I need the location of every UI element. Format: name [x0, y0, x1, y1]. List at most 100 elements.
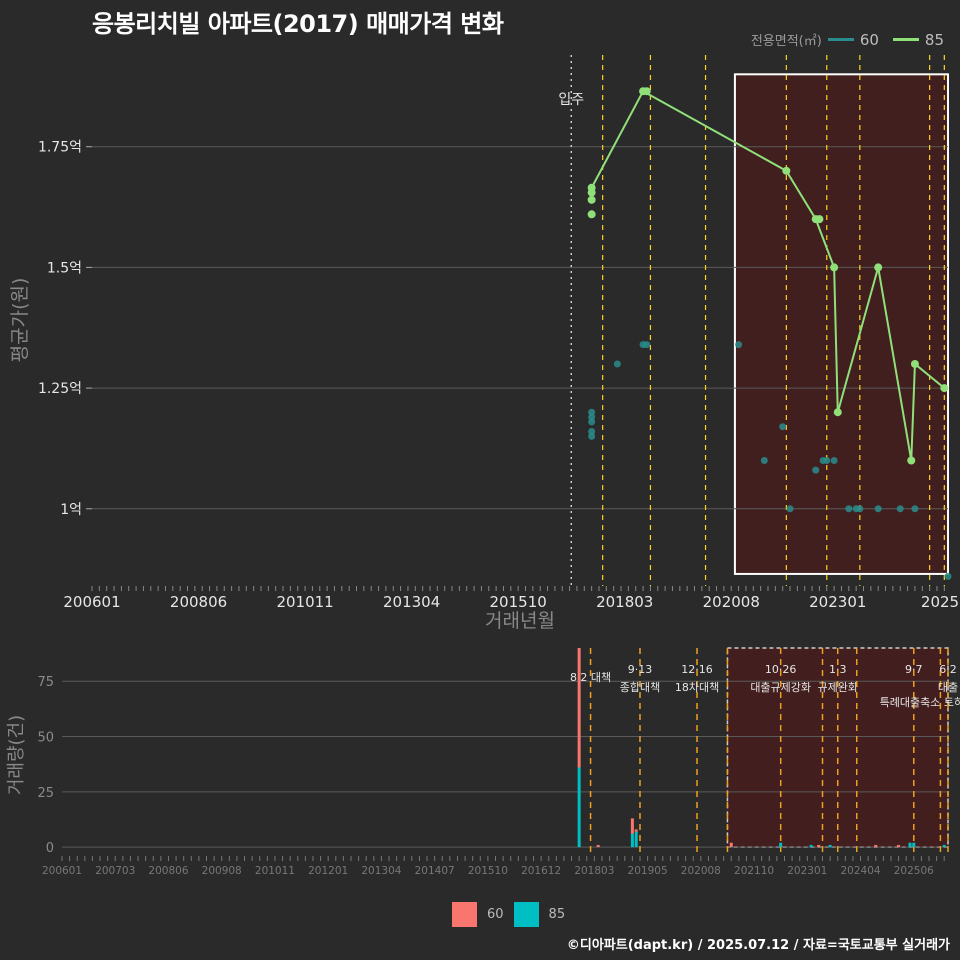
- bottom-legend: 60 85: [452, 902, 565, 927]
- legend-label-85: 85: [924, 30, 944, 49]
- series-60-point: [856, 505, 864, 513]
- y-axis-title: 평균가(원): [9, 278, 31, 363]
- volume-y-tick-label: 50: [37, 731, 54, 746]
- chart-title: 응봉리치빌 아파트(2017) 매매가격 변화: [92, 10, 504, 38]
- legend-title: 전용면적(㎡): [750, 34, 822, 49]
- volume-bar-85: [630, 833, 634, 848]
- policy-label-name: 종합대책: [620, 681, 660, 694]
- volume-bar-60: [817, 844, 821, 848]
- volume-bar-85: [908, 842, 912, 848]
- series-60-point: [588, 408, 596, 416]
- series-60-point: [779, 423, 787, 431]
- x-tick-label: 202301: [809, 593, 866, 611]
- policy-label-date: 8·2 대책: [570, 671, 611, 684]
- series-60-point: [874, 505, 882, 513]
- volume-x-tick-label: 201201: [308, 865, 348, 877]
- series-60-point: [812, 466, 820, 474]
- series-60-point: [911, 505, 919, 513]
- series-85-point: [907, 456, 916, 465]
- series-60-point: [588, 418, 596, 426]
- volume-bar-85: [577, 767, 581, 848]
- volume-x-tick-label: 202404: [840, 865, 880, 877]
- series-60-point: [588, 432, 596, 440]
- series-60-point: [823, 456, 831, 464]
- policy-label-name: 대출규제강화: [750, 681, 811, 694]
- series-60-point: [830, 456, 838, 464]
- volume-bar-60: [634, 829, 638, 832]
- volume-bar-60: [897, 844, 901, 848]
- volume-bar-85: [634, 831, 638, 848]
- legend-box-60: [452, 902, 477, 927]
- top-legend: 전용면적(㎡) 60 85: [750, 30, 952, 50]
- policy-label-date: 9·7: [905, 663, 923, 676]
- series-85-point: [874, 263, 883, 272]
- series-85-line: [590, 89, 945, 461]
- volume-bar-85: [912, 842, 916, 848]
- series-85-point: [642, 87, 651, 96]
- volume-bar-60: [577, 648, 581, 768]
- volume-x-tick-label: 200806: [148, 865, 188, 877]
- legend-swatch-85: [892, 38, 919, 41]
- y-tick-label: 1.75억: [38, 140, 82, 156]
- legend-label-60: 60: [859, 30, 879, 49]
- volume-bar-60: [630, 818, 634, 834]
- series-60-point: [760, 456, 768, 464]
- y-tick-label: 1억: [60, 502, 82, 518]
- x-tick-label: 201304: [383, 593, 440, 611]
- legend-box-85: [513, 902, 539, 927]
- volume-x-tick-label: 201612: [521, 865, 561, 877]
- series-60-point: [944, 572, 952, 580]
- price-chart: 1억 1.25억 1.5억 1.75억 200601 200806 201011 201304…: [9, 55, 959, 632]
- y-tick-label: 1.25억: [38, 381, 82, 397]
- legend-bottom-label-85: 85: [548, 907, 566, 922]
- policy-label-name: 대출: [938, 681, 958, 694]
- volume-bar-85: [809, 844, 813, 848]
- policy-label-date: 9·13: [628, 663, 653, 676]
- legend-swatch-60: [827, 38, 854, 41]
- x-tick-label: 201510: [490, 593, 547, 611]
- volume-bar-60: [729, 842, 733, 848]
- series-85-point: [815, 215, 824, 224]
- policy-label-date: 6·2: [939, 663, 957, 676]
- volume-y-axis-title: 거래량(건): [6, 715, 27, 795]
- x-tick-label: 200601: [63, 593, 120, 611]
- x-tick-label: 201011: [276, 593, 333, 611]
- volume-x-tick-label: 201304: [361, 865, 401, 877]
- series-60-point: [786, 505, 794, 513]
- y-tick-label: 1.5억: [47, 260, 82, 276]
- series-60-point: [588, 428, 596, 436]
- volume-x-tick-label: 201407: [415, 865, 455, 877]
- series-60-point: [613, 360, 621, 368]
- x-tick-label: 202008: [703, 593, 760, 611]
- policy-label-name: 18차대책: [675, 681, 719, 694]
- legend-bottom-label-60: 60: [487, 907, 504, 922]
- policy-label-date: 1·3: [829, 663, 847, 676]
- volume-x-tick-label: 200703: [95, 865, 135, 877]
- series-85-point: [587, 195, 596, 204]
- move-in-label: 입주: [558, 92, 584, 108]
- volume-x-tick-label: 202301: [787, 865, 827, 877]
- volume-x-tick-label: 202008: [681, 865, 721, 877]
- volume-x-tick-label: 201803: [574, 865, 614, 877]
- x-tick-label: 200806: [170, 593, 227, 611]
- volume-x-tick-label: 201905: [628, 865, 668, 877]
- series-85-point: [910, 359, 919, 368]
- volume-y-tick-label: 25: [37, 786, 54, 801]
- volume-x-tick-label: 201510: [468, 865, 508, 877]
- series-60-point: [896, 505, 904, 513]
- series-85-point: [782, 166, 791, 175]
- volume-x-tick-label: 201011: [255, 865, 295, 877]
- policy-label-date: 10·26: [765, 663, 797, 676]
- volume-bar-85: [828, 844, 832, 848]
- volume-bar-60: [874, 844, 878, 848]
- series-85-point: [940, 384, 949, 393]
- volume-x-tick-label: 202506: [894, 865, 934, 877]
- policy-label-name: 규제완화: [817, 681, 857, 694]
- policy-label-date: 12·16: [681, 663, 713, 676]
- series-60-point: [643, 341, 651, 349]
- series-85-point: [830, 263, 839, 272]
- highlight-box: [733, 73, 949, 575]
- volume-y-tick-label: 0: [46, 841, 54, 856]
- series-85-point: [587, 188, 596, 197]
